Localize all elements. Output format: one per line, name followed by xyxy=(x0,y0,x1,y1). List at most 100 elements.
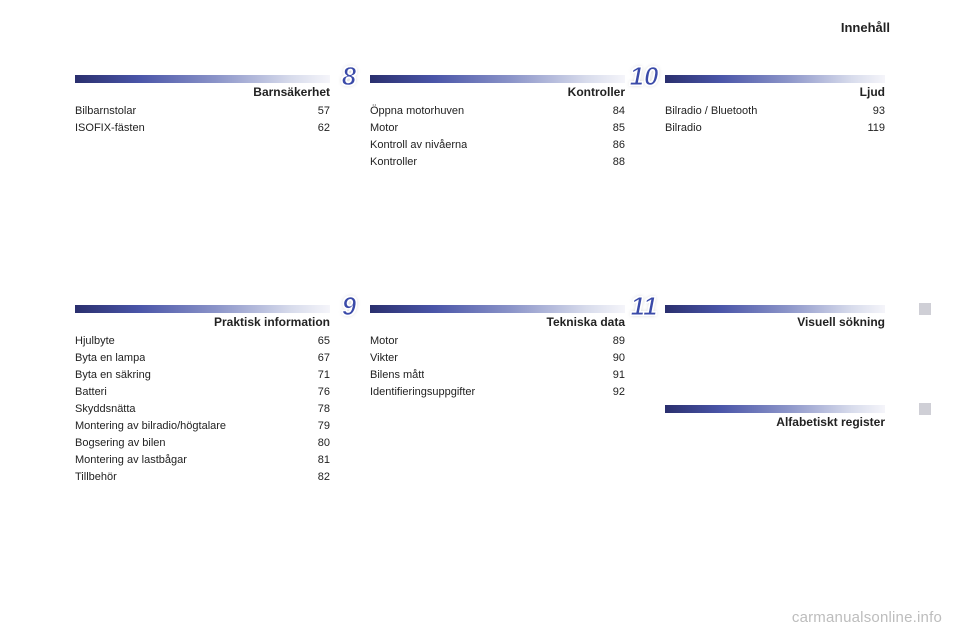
toc-label: Montering av lastbågar xyxy=(75,452,187,469)
badge-number: 9 xyxy=(342,291,356,322)
watermark-text: carmanualsonline.info xyxy=(792,609,942,626)
section-bar xyxy=(665,305,885,313)
toc-page-number: 79 xyxy=(310,418,330,435)
toc-label: Skyddsnätta xyxy=(75,401,136,418)
toc-list: Motor89Vikter90Bilens mått91Identifierin… xyxy=(370,333,625,401)
toc-row: Kontroll av nivåerna86 xyxy=(370,137,625,154)
section-badge: 8 xyxy=(332,59,366,93)
toc-page-number: 86 xyxy=(605,137,625,154)
toc-page-number: 82 xyxy=(310,469,330,486)
toc-page-number: 84 xyxy=(605,103,625,120)
toc-page-number: 71 xyxy=(310,367,330,384)
toc-row: Montering av lastbågar 81 xyxy=(75,452,330,469)
section-11: Tekniska data 11 Motor89Vikter90Bilens m… xyxy=(370,295,625,401)
toc-label: ISOFIX-fästen xyxy=(75,120,145,137)
toc-row: Byta en lampa 67 xyxy=(75,350,330,367)
toc-label: Montering av bilradio/högtalare xyxy=(75,418,226,435)
toc-label: Tillbehör xyxy=(75,469,117,486)
toc-page-number: 90 xyxy=(605,350,625,367)
section-bar xyxy=(75,305,330,313)
toc-label: Bilradio xyxy=(665,120,702,137)
toc-page-number: 78 xyxy=(310,401,330,418)
section-bar xyxy=(665,75,885,83)
toc-label: Bilens mått xyxy=(370,367,424,384)
section-header: Visuell sökning xyxy=(665,295,885,323)
toc-row: Skyddsnätta 78 xyxy=(75,401,330,418)
section-title: Kontroller xyxy=(568,85,625,99)
toc-label: Motor xyxy=(370,333,398,350)
toc-page-number: 65 xyxy=(310,333,330,350)
section-badge: 10 xyxy=(627,59,661,93)
toc-row: Batteri 76 xyxy=(75,384,330,401)
toc-row: Identifieringsuppgifter 92 xyxy=(370,384,625,401)
section-header: Praktisk information 9 xyxy=(75,295,330,323)
section-title: Visuell sökning xyxy=(797,315,885,329)
section-marker-icon xyxy=(919,403,931,415)
toc-page-number: 92 xyxy=(605,384,625,401)
section-10: Kontroller 10 Öppna motorhuven84Motor85K… xyxy=(370,65,625,171)
toc-row: Hjulbyte 65 xyxy=(75,333,330,350)
toc-page-number: 89 xyxy=(605,333,625,350)
section-8: Barnsäkerhet 8 Bilbarnstolar57ISOFIX-fäs… xyxy=(75,65,330,137)
section-header: Barnsäkerhet 8 xyxy=(75,65,330,93)
section-marker-icon xyxy=(919,303,931,315)
toc-row: Bogsering av bilen 80 xyxy=(75,435,330,452)
section-header: Tekniska data 11 xyxy=(370,295,625,323)
badge-number: 8 xyxy=(342,61,356,92)
toc-page-number: 85 xyxy=(605,120,625,137)
toc-row: Bilbarnstolar 57 xyxy=(75,103,330,120)
section-9: Praktisk information 9 Hjulbyte65Byta en… xyxy=(75,295,330,486)
toc-page-number: 81 xyxy=(310,452,330,469)
section-badge: 11 xyxy=(627,289,661,323)
toc-page-number: 76 xyxy=(310,384,330,401)
toc-page-number: 57 xyxy=(310,103,330,120)
toc-row: Motor 89 xyxy=(370,333,625,350)
toc-label: Hjulbyte xyxy=(75,333,115,350)
toc-page-number: 88 xyxy=(605,154,625,171)
toc-list: Hjulbyte65Byta en lampa67Byta en säkring… xyxy=(75,333,330,486)
toc-label: Identifieringsuppgifter xyxy=(370,384,475,401)
toc-row: Vikter 90 xyxy=(370,350,625,367)
section-bar xyxy=(665,405,885,413)
toc-label: Vikter xyxy=(370,350,398,367)
toc-row: Öppna motorhuven 84 xyxy=(370,103,625,120)
toc-label: Motor xyxy=(370,120,398,137)
toc-row: Bilradio / Bluetooth93 xyxy=(665,103,885,120)
toc-list: Bilbarnstolar 57ISOFIX-fästen62 xyxy=(75,103,330,137)
toc-page-number: 67 xyxy=(310,350,330,367)
section-title: Alfabetiskt register xyxy=(776,415,885,429)
toc-label: Bogsering av bilen xyxy=(75,435,166,452)
toc-list: Bilradio / Bluetooth93Bilradio 119 xyxy=(665,103,885,137)
toc-row: Byta en säkring 71 xyxy=(75,367,330,384)
section-bar xyxy=(75,75,330,83)
toc-label: Byta en lampa xyxy=(75,350,145,367)
section-bar xyxy=(370,75,625,83)
toc-list: Öppna motorhuven 84 Motor 85Kontroll av niv… xyxy=(370,103,625,171)
section-title: Ljud xyxy=(860,85,885,99)
toc-page-number: 119 xyxy=(859,120,885,137)
toc-page-number: 91 xyxy=(605,367,625,384)
toc-label: Bilbarnstolar xyxy=(75,103,136,120)
toc-row: Bilens mått 91 xyxy=(370,367,625,384)
section-badge: 9 xyxy=(332,289,366,323)
toc-row: ISOFIX-fästen62 xyxy=(75,120,330,137)
section-header: Ljud xyxy=(665,65,885,93)
toc-label: Kontroller xyxy=(370,154,417,171)
badge-number: 10 xyxy=(630,61,659,92)
page-header-label: Innehåll xyxy=(841,20,890,35)
toc-row: Tillbehör 82 xyxy=(75,469,330,486)
section-ljud: Ljud Bilradio / Bluetooth93Bilradio 119 xyxy=(665,65,885,137)
page: Innehåll Barnsäkerhet 8 Bilbarnstolar57I… xyxy=(0,0,960,640)
section-title: Tekniska data xyxy=(547,315,625,329)
toc-label: Byta en säkring xyxy=(75,367,151,384)
section-visuell: Visuell sökning xyxy=(665,295,885,333)
section-bar xyxy=(370,305,625,313)
section-alfabetiskt: Alfabetiskt register xyxy=(665,395,885,433)
toc-row: Kontroller 88 xyxy=(370,154,625,171)
toc-row: Motor 85 xyxy=(370,120,625,137)
toc-page-number: 93 xyxy=(865,103,885,120)
toc-page-number: 80 xyxy=(310,435,330,452)
toc-label: Batteri xyxy=(75,384,107,401)
section-title: Barnsäkerhet xyxy=(253,85,330,99)
toc-label: Öppna motorhuven xyxy=(370,103,464,120)
